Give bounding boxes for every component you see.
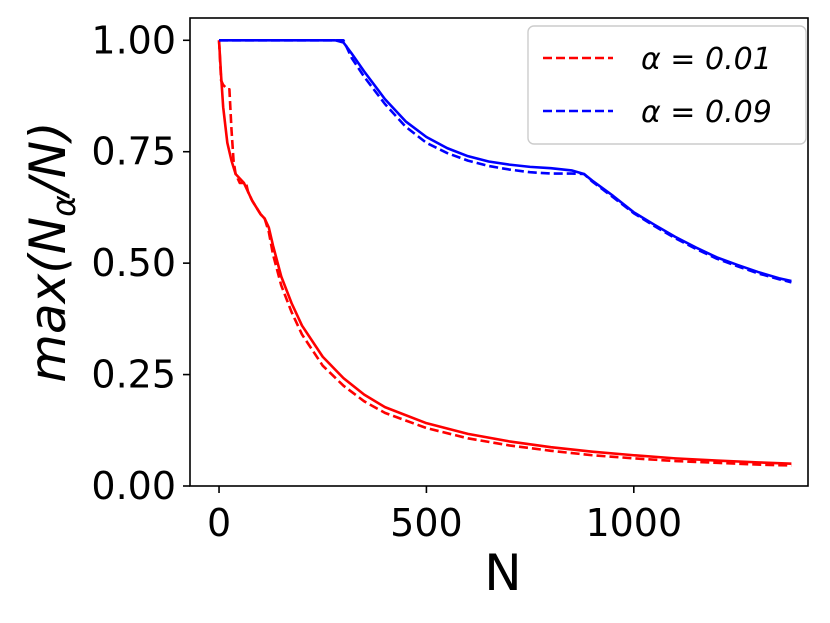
x-tick-label: 0 xyxy=(207,501,231,545)
series-line-2-blue-solid xyxy=(219,38,792,283)
y-tick-label: 0.75 xyxy=(91,130,176,174)
x-axis: 0 500 1000 xyxy=(207,486,682,545)
y-tick-label: 1.00 xyxy=(91,18,176,62)
y-axis: 0.00 0.25 0.50 0.75 1.00 xyxy=(91,18,190,508)
y-tick-label: 0.50 xyxy=(91,241,176,285)
series-line-3-blue-dashed xyxy=(219,38,792,284)
y-axis-label: max(Nα/N) xyxy=(19,121,83,382)
series-line-1-red-dashed xyxy=(217,40,792,467)
legend: α = 0.01 α = 0.09 xyxy=(527,25,807,145)
series-layer xyxy=(217,38,792,467)
x-axis-label: N xyxy=(484,544,521,602)
legend-label-alpha-001: α = 0.01 xyxy=(641,42,772,77)
plot-area-frame xyxy=(189,17,809,487)
y-tick-label: 0.25 xyxy=(91,353,176,397)
y-tick-label: 0.00 xyxy=(91,464,176,508)
x-tick-label: 500 xyxy=(390,501,463,545)
legend-label-alpha-009: α = 0.09 xyxy=(641,95,772,130)
legend-frame xyxy=(527,25,807,145)
x-tick-label: 1000 xyxy=(585,501,682,545)
